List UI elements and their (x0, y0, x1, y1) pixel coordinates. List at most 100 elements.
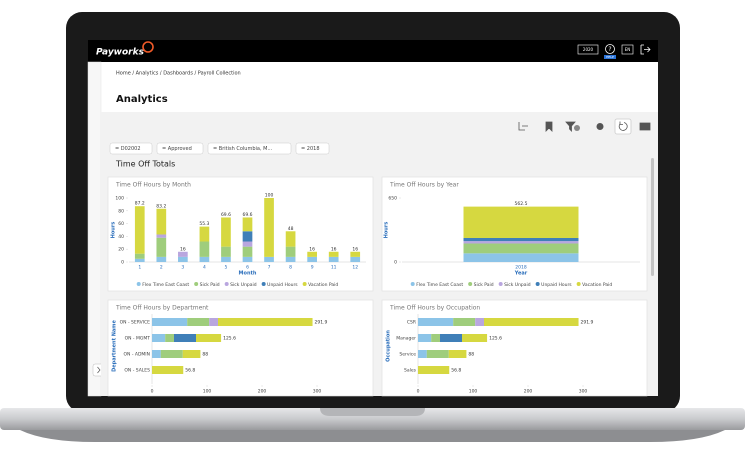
sidebar-toggle-icon (97, 366, 101, 374)
legend-swatch (535, 282, 540, 286)
y-axis-label: Occupation (386, 330, 392, 362)
bar-segment (448, 350, 467, 358)
breadcrumb: Home / Analytics / Dashboards / Payroll … (116, 71, 241, 77)
x-tick-label: 12 (352, 265, 358, 271)
total-label: 56.8 (451, 368, 461, 374)
chart-title: Time Off Hours by Department (115, 305, 209, 312)
y-tick-label: 0 (121, 260, 124, 266)
y-tick-label: Service (399, 352, 416, 358)
bar-segment (178, 251, 188, 257)
x-tick-label: 4 (203, 265, 206, 271)
total-label: 88 (202, 352, 208, 358)
bar-segment (426, 350, 449, 358)
chart-title: Time Off Hours by Year (389, 182, 459, 189)
legend-label: Unpaid Hours (541, 282, 572, 288)
sidebar (87, 61, 102, 397)
total-label: 69.6 (221, 212, 231, 218)
x-tick-label: 8 (289, 265, 292, 271)
bar-segment (463, 253, 579, 262)
legend-swatch (302, 282, 307, 286)
refresh-button[interactable] (614, 118, 632, 135)
bookmark-button[interactable] (545, 121, 553, 132)
legend-swatch (410, 282, 415, 286)
x-tick-label: 2018 (515, 265, 527, 271)
bar-segment (199, 226, 210, 242)
scrollbar[interactable] (651, 158, 654, 276)
laptop-notch (320, 408, 425, 416)
x-tick-label: 200 (258, 389, 267, 395)
logout-button[interactable] (640, 44, 651, 55)
bar-segment (453, 318, 476, 326)
x-tick-label: 6 (246, 265, 249, 271)
filters: = D02002 = Approved = British Columbia, … (109, 142, 330, 155)
x-axis-label: Year (514, 271, 528, 277)
legend-label: Sick Paid (474, 282, 494, 288)
export-button[interactable] (518, 122, 528, 131)
help-button[interactable] (605, 44, 615, 54)
legend-label: Sick Unpaid (230, 282, 257, 288)
info-button[interactable] (596, 123, 604, 130)
bar-segment (350, 251, 361, 257)
bar-segment (264, 198, 274, 257)
chart-card (107, 176, 374, 292)
bar-segment (264, 256, 274, 262)
bar-segment (484, 318, 579, 326)
total-label: 88 (468, 352, 474, 358)
bar-segment (156, 237, 167, 257)
filter-label: = D02002 (115, 146, 141, 152)
bar-segment (134, 253, 145, 259)
bar-segment (328, 251, 339, 257)
x-tick-label: 100 (203, 389, 212, 395)
total-label: 83.2 (156, 203, 166, 209)
legend-label: Sick Paid (200, 282, 220, 288)
total-label: 125.6 (489, 336, 502, 342)
language-button[interactable] (621, 44, 634, 55)
bar-segment (178, 256, 188, 262)
page-title: Analytics (116, 94, 168, 105)
bar-segment (350, 256, 361, 262)
y-axis-label: Hours (384, 222, 390, 239)
bar-segment (463, 241, 579, 244)
x-tick-label: 3 (181, 265, 184, 271)
laptop-base (0, 408, 745, 430)
bar-segment (418, 366, 450, 374)
total-label: 56.8 (185, 368, 195, 374)
bar-segment (440, 334, 462, 342)
bar-segment (242, 217, 253, 232)
total-label: 87.2 (135, 201, 145, 207)
bar-segment (187, 318, 210, 326)
y-axis-label: Hours (111, 222, 117, 239)
y-tick-label: CSR (407, 320, 416, 326)
total-label: 16 (309, 246, 315, 252)
year-select[interactable] (577, 44, 599, 55)
toolbar (518, 118, 651, 135)
bar-segment (174, 334, 196, 342)
bar-segment (418, 350, 427, 358)
bar-segment (285, 246, 296, 257)
legend-label: Vacation Paid (308, 282, 338, 288)
filter-label: = Approved (162, 146, 192, 152)
bar-segment (152, 350, 161, 358)
bar-segment (152, 334, 166, 342)
total-label: 55.3 (199, 221, 209, 227)
x-tick-label: 9 (311, 265, 314, 271)
y-tick-label: 100 (115, 196, 124, 202)
bar-segment (165, 334, 174, 342)
y-tick-label: 60 (118, 221, 124, 227)
bar-segment (328, 256, 339, 262)
bar-segment (156, 256, 167, 262)
filter-chip[interactable] (207, 142, 292, 155)
legend-swatch (136, 282, 141, 286)
filter-chip[interactable] (109, 142, 153, 155)
legend: Flex Time East Coast Sick Paid Sick Unpaid… (410, 282, 612, 288)
chart-title: Time Off Hours by Month (115, 182, 191, 189)
language-label: EN (625, 47, 631, 52)
x-tick-label: 5 (225, 265, 228, 271)
filter-label: = British Columbia, M... (213, 146, 273, 152)
filter-chip[interactable] (156, 142, 204, 155)
filter-chip[interactable] (295, 142, 330, 155)
filter-button[interactable] (565, 121, 576, 132)
present-button[interactable] (639, 122, 651, 131)
x-tick-label: 200 (524, 389, 533, 395)
x-tick-label: 7 (268, 265, 271, 271)
